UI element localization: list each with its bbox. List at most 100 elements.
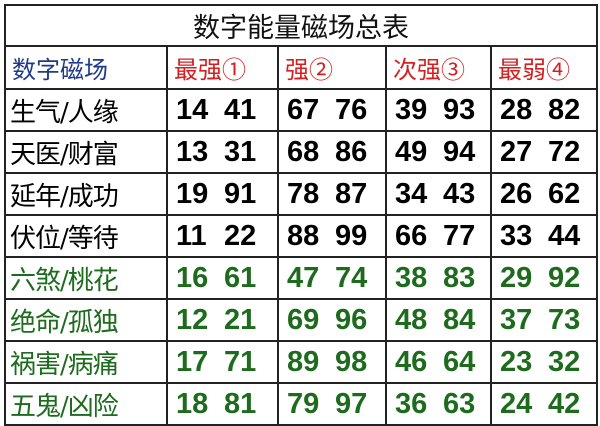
number-cell: 66 77 [385,214,492,258]
number: 82 [548,93,581,126]
number: 13 [176,135,209,168]
header-field: 数字磁场 [4,45,168,90]
number: 93 [443,93,476,126]
number: 26 [500,177,533,210]
number-cell: 88 99 [277,214,387,258]
number-cell: 24 42 [489,382,599,426]
number-cell: 49 94 [385,130,492,174]
number-cell: 47 74 [277,256,387,300]
header-row: 数字磁场 最强① 强② 次强③ 最弱④ [4,45,599,90]
number-cell: 36 63 [385,382,492,426]
number: 49 [395,135,428,168]
number: 77 [443,219,476,252]
number-cell: 26 62 [489,172,599,216]
number: 44 [548,219,581,252]
number: 94 [443,135,476,168]
number-cell: 34 43 [385,172,492,216]
number: 46 [395,345,428,378]
number: 19 [176,177,209,210]
number-cell: 16 61 [166,256,279,300]
number: 98 [335,345,368,378]
number: 34 [395,177,428,210]
number-cell: 29 92 [489,256,599,300]
number-cell: 19 91 [166,172,279,216]
number: 78 [287,177,320,210]
number-cell: 17 71 [166,340,279,384]
number: 89 [287,345,320,378]
number-cell: 33 44 [489,214,599,258]
number-cell: 39 93 [385,88,492,132]
number: 39 [395,93,428,126]
table-row: 伏位/等待 11 22 88 99 66 77 33 44 [4,214,599,258]
number: 67 [287,93,320,126]
field-name: 延年/成功 [4,172,168,216]
number: 43 [443,177,476,210]
field-name: 生气/人缘 [4,88,168,132]
number: 27 [500,135,533,168]
number: 61 [224,261,257,294]
header-weakest: 最弱④ [489,45,599,90]
number: 76 [335,93,368,126]
number: 84 [443,303,476,336]
number: 87 [335,177,368,210]
number-cell: 78 87 [277,172,387,216]
number: 33 [500,219,533,252]
number-cell: 18 81 [166,382,279,426]
header-strongest: 最强① [166,45,279,90]
title-row: 数字能量磁场总表 [3,4,599,47]
number: 29 [500,261,533,294]
number-cell: 28 82 [489,88,599,132]
number-cell: 27 72 [489,130,599,174]
number: 18 [176,387,209,420]
number: 41 [224,93,257,126]
number: 23 [500,345,533,378]
number-cell: 11 22 [166,214,279,258]
number: 42 [548,387,581,420]
table-row: 天医/财富 13 31 68 86 49 94 27 72 [4,130,599,174]
number-cell: 48 84 [385,298,492,342]
number: 74 [335,261,368,294]
table-title: 数字能量磁场总表 [3,4,599,47]
number: 69 [287,303,320,336]
number: 79 [287,387,320,420]
header-second-strong: 次强③ [385,45,492,90]
table-row: 祸害/病痛 17 71 89 98 46 64 23 32 [4,340,599,384]
number: 36 [395,387,428,420]
number: 17 [176,345,209,378]
number: 66 [395,219,428,252]
number: 12 [176,303,209,336]
table-row: 六煞/桃花 16 61 47 74 38 83 29 92 [4,256,599,300]
table-row: 五鬼/凶险 18 81 79 97 36 63 24 42 [4,382,599,426]
number-cell: 23 32 [489,340,599,384]
number-cell: 79 97 [277,382,387,426]
number: 21 [224,303,257,336]
number-cell: 67 76 [277,88,387,132]
number: 63 [443,387,476,420]
number: 64 [443,345,476,378]
number: 37 [500,303,533,336]
number-cell: 46 64 [385,340,492,384]
number: 81 [224,387,257,420]
number-cell: 38 83 [385,256,492,300]
number-cell: 68 86 [277,130,387,174]
number: 24 [500,387,533,420]
number: 71 [224,345,257,378]
number: 31 [224,135,257,168]
number-cell: 89 98 [277,340,387,384]
number: 62 [548,177,581,210]
number: 91 [224,177,257,210]
field-name: 六煞/桃花 [4,256,168,300]
table-row: 绝命/孤独 12 21 69 96 48 84 37 73 [4,298,599,342]
number-cell: 14 41 [166,88,279,132]
number: 88 [287,219,320,252]
number: 72 [548,135,581,168]
number: 99 [335,219,368,252]
number: 96 [335,303,368,336]
number: 73 [548,303,581,336]
number: 47 [287,261,320,294]
number: 86 [335,135,368,168]
number: 11 [176,219,207,252]
number: 14 [176,93,209,126]
header-strong: 强② [277,45,387,90]
field-name: 祸害/病痛 [4,340,168,384]
